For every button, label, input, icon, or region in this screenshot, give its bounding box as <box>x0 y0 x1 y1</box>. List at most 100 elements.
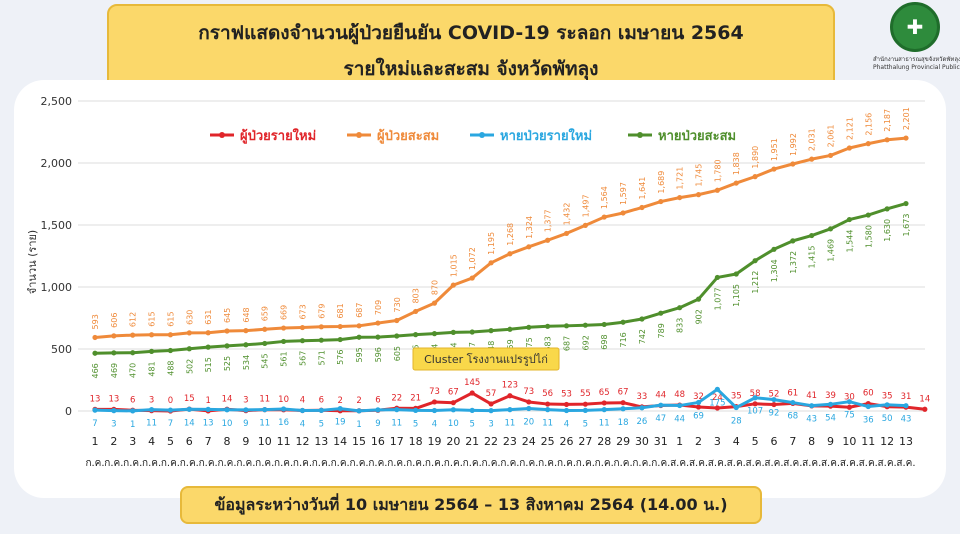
data-point <box>695 296 702 302</box>
legend-label: ผู้ป่วยสะสม <box>377 128 439 144</box>
data-label: 107 <box>747 407 763 417</box>
data-point <box>92 350 98 356</box>
x-tick-day: 14 <box>333 435 347 448</box>
data-label: 673 <box>298 304 307 319</box>
data-label: 659 <box>261 306 270 321</box>
data-point <box>507 326 513 332</box>
data-point <box>658 402 664 408</box>
x-tick-day: 10 <box>258 435 272 448</box>
data-point <box>771 246 777 252</box>
x-tick-day: 25 <box>541 435 555 448</box>
x-tick-month: ส.ค. <box>689 458 708 469</box>
data-point <box>130 332 136 338</box>
data-label: 11 <box>599 419 610 429</box>
data-point <box>733 180 739 186</box>
x-tick-day: 26 <box>560 435 574 448</box>
data-label: 50 <box>882 414 893 424</box>
data-label: 0 <box>168 396 173 406</box>
data-label: 14 <box>222 394 233 404</box>
data-label: 605 <box>393 346 402 361</box>
data-label: 615 <box>148 311 157 326</box>
data-label: 803 <box>412 288 421 303</box>
data-point <box>243 328 249 334</box>
x-tick-month: ส.ค. <box>840 458 859 469</box>
data-label: 1,951 <box>770 138 779 161</box>
data-point <box>224 328 230 334</box>
y-tick-label: 500 <box>51 343 72 356</box>
data-label: 716 <box>619 332 628 347</box>
data-label: 1,377 <box>544 209 553 232</box>
data-label: 5 <box>413 419 418 429</box>
data-point <box>790 161 796 167</box>
data-point <box>281 338 287 345</box>
data-point <box>677 194 683 201</box>
x-tick-day: 29 <box>616 435 630 448</box>
data-point <box>394 333 400 339</box>
data-point <box>790 238 796 244</box>
data-point <box>205 330 211 336</box>
data-label: 11 <box>391 419 402 429</box>
x-tick-month: ก.ค. <box>557 458 576 469</box>
data-point <box>846 404 853 410</box>
x-tick-day: 9 <box>827 435 834 448</box>
x-tick-day: 22 <box>484 435 498 448</box>
data-point <box>601 400 607 406</box>
data-label: 43 <box>901 415 912 425</box>
data-label: 1,195 <box>487 232 496 255</box>
chart-panel <box>14 80 946 498</box>
data-point <box>262 326 268 332</box>
data-label: 11 <box>146 419 157 429</box>
data-point <box>846 145 853 151</box>
data-label: 145 <box>464 378 480 388</box>
data-label: 54 <box>825 413 836 423</box>
x-tick-day: 5 <box>752 435 759 448</box>
data-label: 33 <box>637 392 648 402</box>
data-point <box>771 396 777 403</box>
data-point <box>243 407 249 413</box>
legend-marker <box>356 132 362 138</box>
data-point <box>148 332 155 338</box>
data-label: 55 <box>580 389 591 399</box>
x-tick-day: 8 <box>808 435 815 448</box>
data-point <box>714 386 720 392</box>
data-point <box>469 390 475 396</box>
health-office-logo: ✚ สำนักงานสาธารณสุขจังหวัดพัทลุง Phattha… <box>873 2 960 72</box>
data-label: 65 <box>599 388 610 398</box>
data-point <box>356 408 362 414</box>
x-tick-day: 13 <box>899 435 913 448</box>
data-label: 10 <box>278 395 289 405</box>
data-label: 1,838 <box>732 152 741 175</box>
data-label: 11 <box>505 419 516 429</box>
data-label: 56 <box>542 389 553 399</box>
data-point <box>337 323 343 330</box>
data-point <box>601 407 607 413</box>
data-label: 4 <box>300 396 305 406</box>
cluster-annotation: Cluster โรงงานแปรรูปไก่ <box>424 352 548 366</box>
data-label: 1,077 <box>713 287 722 310</box>
data-label: 24 <box>712 393 723 403</box>
data-point <box>507 407 513 413</box>
data-label: 1,072 <box>468 247 477 270</box>
data-point <box>582 401 588 407</box>
data-point <box>695 399 702 406</box>
data-point <box>469 329 475 335</box>
x-tick-month: ก.ค. <box>274 458 293 469</box>
data-label: 13 <box>108 394 119 404</box>
data-label: 53 <box>561 389 572 399</box>
data-point <box>92 407 98 413</box>
data-point <box>488 260 494 266</box>
legend-marker <box>637 132 643 138</box>
data-point <box>148 407 155 413</box>
data-label: 15 <box>184 394 195 404</box>
data-point <box>677 305 683 311</box>
data-point <box>148 348 155 354</box>
data-point <box>582 322 588 328</box>
x-tick-day: 11 <box>861 435 875 448</box>
data-label: 61 <box>787 388 798 398</box>
data-label: 1,105 <box>732 284 741 307</box>
x-tick-day: 13 <box>314 435 328 448</box>
data-point <box>450 407 456 413</box>
x-tick-day: 7 <box>205 435 212 448</box>
data-label: 730 <box>393 297 402 312</box>
data-point <box>865 403 871 410</box>
